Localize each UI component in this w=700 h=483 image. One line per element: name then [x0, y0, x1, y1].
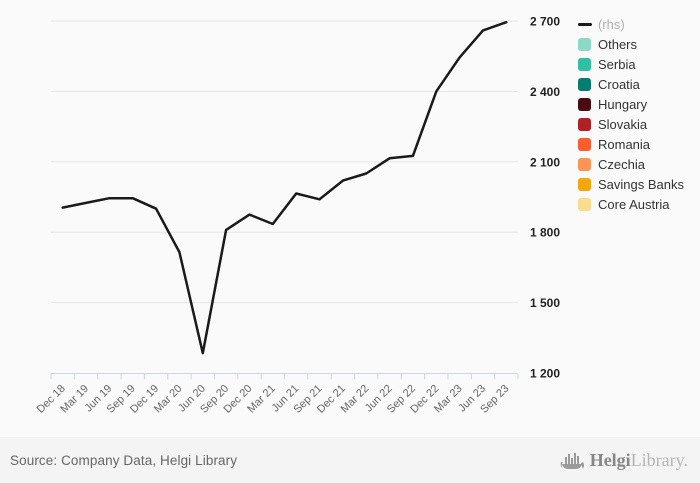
line-swatch-icon-rhs	[578, 22, 592, 26]
helgi-library-logo: HelgiLibrary.	[560, 449, 688, 472]
legend-label-savings-banks: Savings Banks	[598, 176, 684, 192]
legend-label-czechia: Czechia	[598, 156, 645, 172]
legend-label-core-austria: Core Austria	[598, 196, 670, 212]
legend-item-hungary[interactable]: Hungary	[578, 94, 698, 114]
legend-label-slovakia: Slovakia	[598, 116, 648, 132]
legend-label-others: Others	[598, 36, 638, 52]
y-axis-tick-label: 2 700	[530, 15, 560, 29]
legend-item-savings-banks[interactable]: Savings Banks	[578, 174, 698, 194]
legend-label-hungary: Hungary	[598, 96, 648, 112]
legend-label-croatia: Croatia	[598, 76, 640, 92]
y-axis-tick-label: 1 500	[530, 296, 560, 310]
source-text: Source: Company Data, Helgi Library	[10, 452, 238, 468]
y-axis-tick-label: 1 800	[530, 226, 560, 240]
legend-label-romania: Romania	[598, 136, 651, 152]
footer: Source: Company Data, Helgi Library Helg…	[0, 437, 700, 483]
legend-item-slovakia[interactable]: Slovakia	[578, 114, 698, 134]
legend-item-romania[interactable]: Romania	[578, 134, 698, 154]
chart-area: 1 200 1 500 1 800 2 100 2 400 2 700 Dec 18 Mar …	[35, 15, 561, 416]
legend-item-core-austria[interactable]: Core Austria	[578, 194, 698, 214]
color-swatch-icon-romania	[578, 137, 591, 151]
color-swatch-icon-others	[578, 37, 591, 51]
color-swatch-icon-hungary	[578, 97, 591, 111]
legend-item-czechia[interactable]: Czechia	[578, 154, 698, 174]
legend-label-rhs: (rhs)	[598, 16, 625, 32]
color-swatch-icon-czechia	[578, 157, 591, 171]
y-axis-tick-label: 1 200	[530, 367, 560, 381]
legend: (rhs) Others Serbia Croatia Hungary Slovakia R…	[578, 14, 698, 214]
logo-helgi: Helgi	[589, 449, 631, 470]
legend-item-croatia[interactable]: Croatia	[578, 74, 698, 94]
logo-library: Library.	[630, 449, 688, 470]
legend-label-serbia: Serbia	[598, 56, 636, 72]
legend-item-others[interactable]: Others	[578, 34, 698, 54]
y-axis-tick-label: 2 400	[530, 85, 560, 99]
y-axis-tick-label: 2 100	[530, 155, 560, 169]
series-line-rhs	[61, 20, 508, 355]
color-swatch-icon-core-austria	[578, 197, 591, 211]
viking-ship-icon	[560, 452, 584, 469]
color-swatch-icon-serbia	[578, 57, 591, 71]
color-swatch-icon-slovakia	[578, 117, 591, 131]
logo-text: HelgiLibrary.	[590, 450, 688, 471]
color-swatch-icon-savings-banks	[578, 177, 591, 191]
legend-item-serbia[interactable]: Serbia	[578, 54, 698, 74]
color-swatch-icon-croatia	[578, 77, 591, 91]
legend-item-rhs[interactable]: (rhs)	[578, 14, 698, 34]
